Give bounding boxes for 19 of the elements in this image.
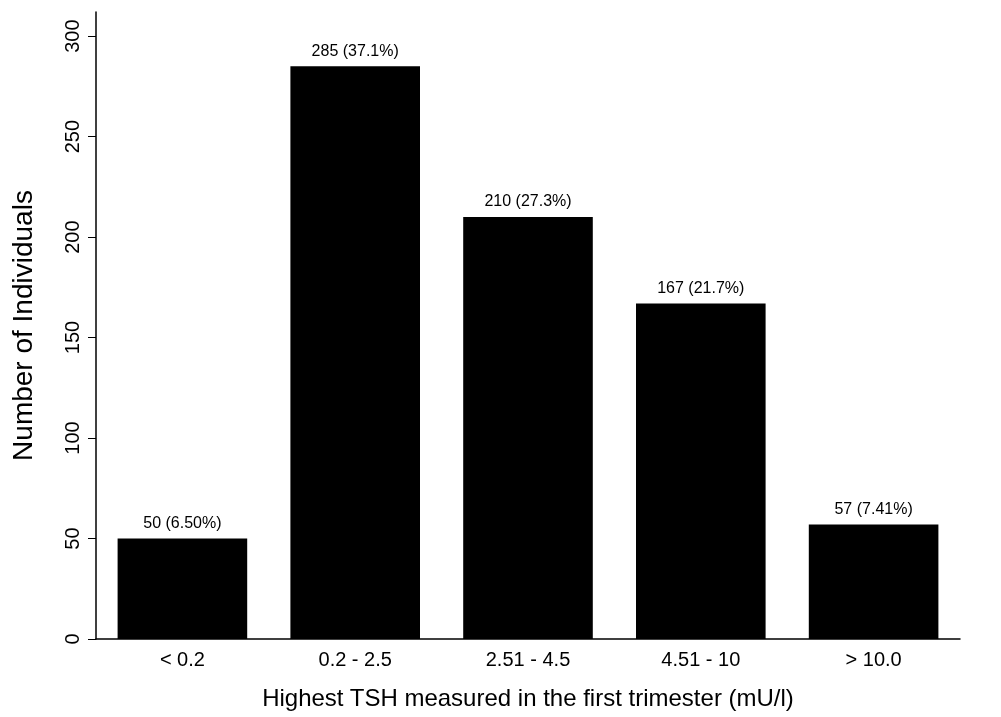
data-label: 210 (27.3%) — [484, 192, 572, 210]
x-tick-label: 2.51 - 4.5 — [485, 648, 571, 670]
x-axis-title: Highest TSH measured in the first trimester (mU/l) — [262, 683, 794, 711]
y-tick-label: 100 — [61, 421, 83, 455]
x-tick-label: > 10.0 — [845, 648, 902, 670]
data-label: 50 (6.50%) — [143, 514, 222, 532]
data-label: 57 (7.41%) — [834, 499, 913, 517]
data-label: 285 (37.1%) — [311, 41, 399, 59]
y-tick-label: 200 — [61, 220, 83, 254]
y-tick-label: 0 — [61, 633, 83, 645]
x-tick-label: 0.2 - 2.5 — [318, 648, 392, 670]
x-tick-label: < 0.2 — [159, 648, 205, 670]
data-label: 167 (21.7%) — [657, 278, 745, 296]
x-tick-label: 4.51 - 10 — [661, 648, 741, 670]
y-tick-label: 50 — [61, 527, 83, 550]
y-axis-title: Number of Individuals — [6, 190, 38, 461]
y-tick-label: 300 — [61, 19, 83, 53]
y-tick-label: 250 — [61, 119, 83, 154]
y-tick-label: 150 — [61, 320, 83, 355]
